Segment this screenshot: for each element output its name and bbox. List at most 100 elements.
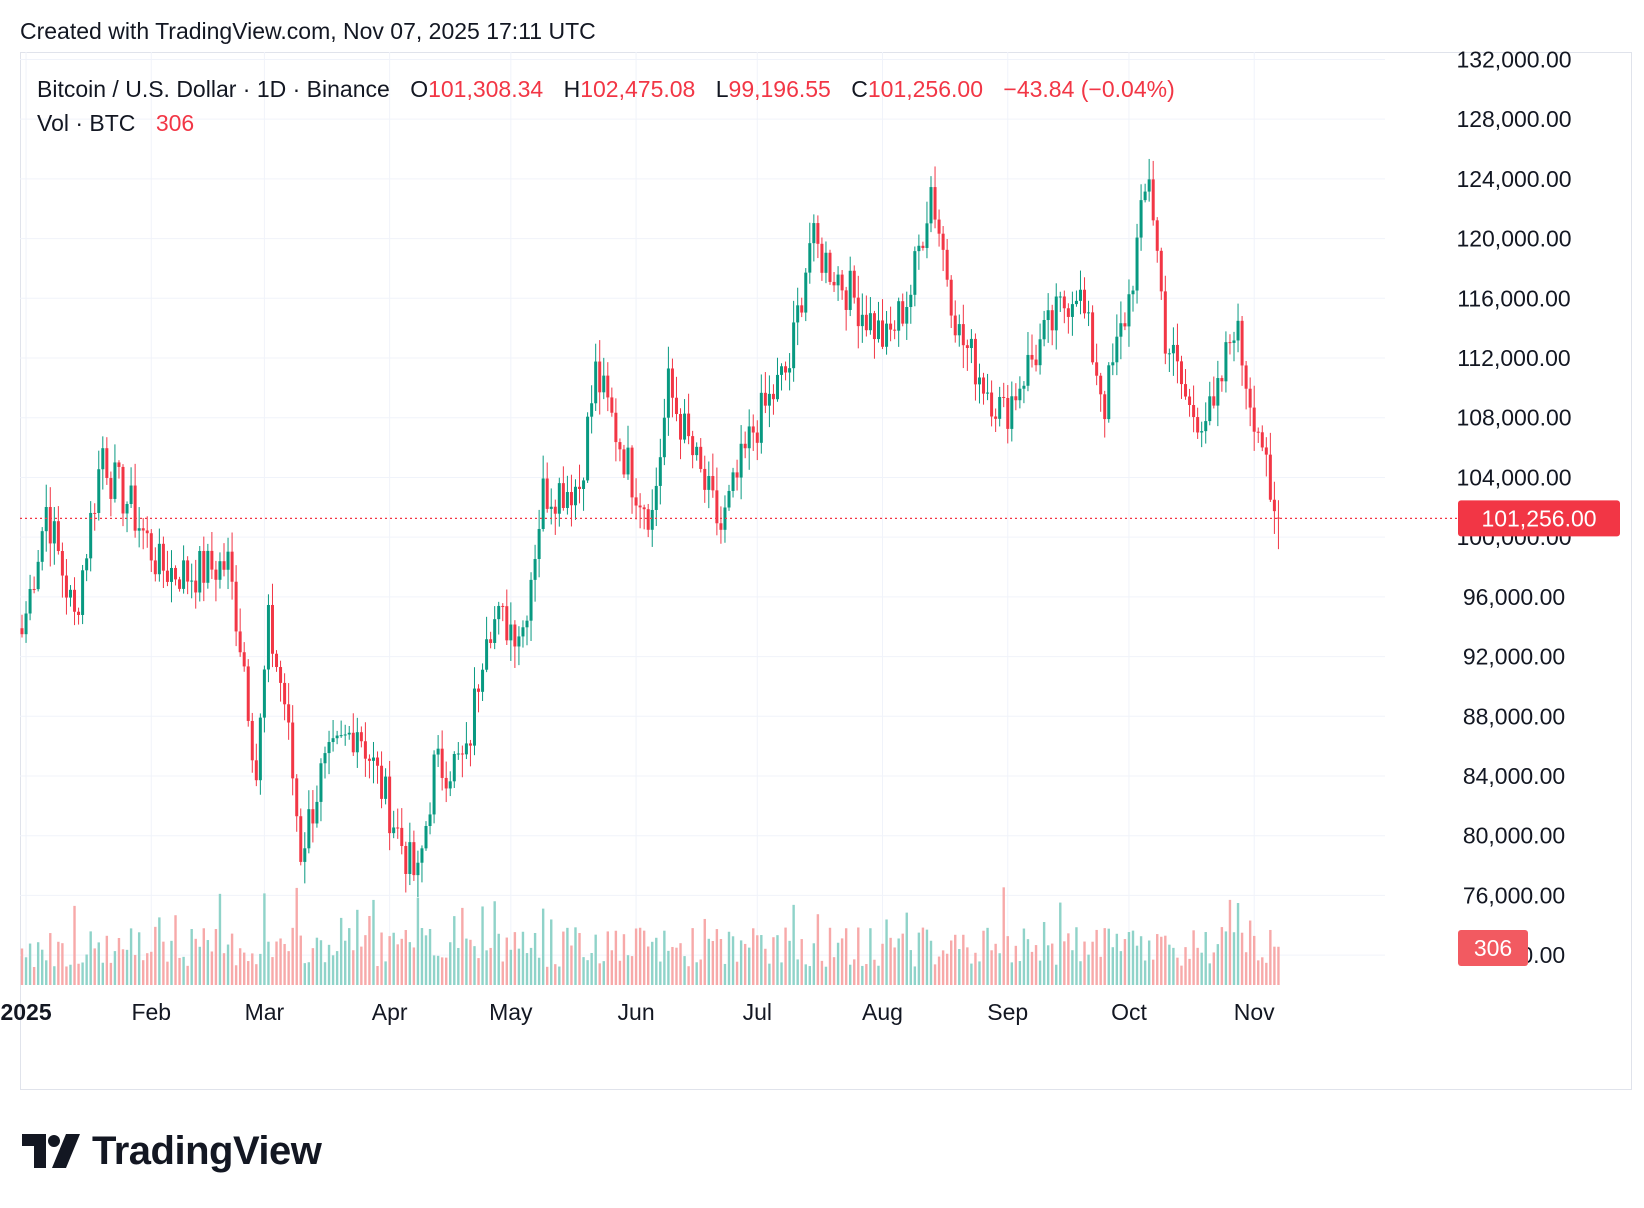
volume-bar [73,905,76,985]
candle-body [832,281,836,286]
candle-body [40,531,44,562]
volume-bar [473,946,476,985]
volume-bar [889,937,892,985]
chart-frame[interactable] [20,52,1632,1090]
symbol-title[interactable]: Bitcoin / U.S. Dollar · 1D · Binance [37,76,390,102]
candle-body [97,469,101,513]
volume-bar [485,950,488,985]
candle-body [876,320,880,340]
volume-bar [465,938,468,985]
volume-bar [594,934,597,985]
volume-bar [820,960,824,985]
candle-body [719,523,723,530]
volume-bar [1103,928,1106,985]
candle-body [174,567,178,580]
candle-body [513,624,517,647]
volume-bar [558,966,561,985]
candle-body [594,361,598,404]
close-value: 101,256.00 [867,76,983,102]
volume-bar [1083,941,1086,985]
candle-body [1159,250,1163,292]
candle-body [1078,289,1082,301]
volume-bar [1087,954,1090,985]
volume-bar [974,952,977,985]
volume-bar [24,957,28,985]
candle-body [509,624,513,641]
candle-body [396,827,400,829]
candle-body [404,845,408,874]
candle-body [448,781,452,789]
last-price-badge: 101,256.00 [1458,500,1620,537]
volume-bar [481,906,484,985]
volume-bar [1002,887,1005,985]
candle-body [889,323,893,330]
volume-bar [368,915,371,985]
candle-body [1143,191,1147,201]
ohlc-row: Bitcoin / U.S. Dollar · 1D · Binance O10… [37,72,1175,106]
volume-bar [255,964,258,985]
volume-bar [267,941,270,985]
volume-label[interactable]: Vol · BTC [37,110,136,136]
volume-bar [142,960,145,985]
x-tick-label: Feb [131,999,171,1025]
candle-body [1272,499,1276,512]
candle-body [28,588,32,614]
candle-body [149,533,153,561]
volume-bar [853,959,856,985]
volume-bar [1248,920,1252,985]
volume-bar [388,936,391,985]
candle-body [557,483,561,514]
volume-bar [990,950,993,985]
candle-body [339,735,343,737]
volume-bar [844,928,848,985]
candle-body [1127,294,1131,327]
open-value: 101,308.34 [428,76,544,102]
volume-bar [772,937,775,985]
volume-bar [1022,928,1026,985]
volume-bar [259,953,262,985]
candle-body [186,560,190,582]
volume-bar [69,964,72,985]
volume-bar [1160,936,1163,985]
volume-bar [529,947,533,985]
candle-body [1212,396,1216,406]
candle-body [662,417,666,458]
candle-body [1232,340,1236,343]
candle-body [1062,296,1066,309]
candle-body [804,272,808,313]
volume-bar [921,927,925,985]
candle-body [784,366,788,373]
candle-body [460,753,464,755]
volume-bar [784,927,787,985]
volume-bar [501,961,504,985]
volume-bar [929,940,933,985]
volume-bar [489,947,492,985]
candle-body [969,338,973,349]
candle-body [743,443,747,449]
volume-bar [1119,951,1123,985]
change-value: −43.84 (−0.04%) [1003,76,1175,102]
candle-body [376,757,380,766]
candle-body [622,449,626,475]
volume-bar [743,943,747,985]
volume-bar [238,948,242,985]
candle-body [363,741,367,759]
volume-bar [739,940,743,985]
volume-bar [1168,944,1171,985]
candle-body [1111,362,1115,366]
candle-body [335,735,339,739]
candle-body [767,393,771,406]
volume-bar [1135,945,1139,985]
volume-bar [966,947,969,985]
volume-bar [764,948,767,985]
candle-body [977,377,981,385]
candle-body [1054,296,1058,331]
volume-bar [1236,903,1240,985]
volume-bar [824,966,828,985]
tradingview-brand[interactable]: TradingView [22,1128,322,1174]
volume-bar [20,948,24,985]
volume-bar [756,935,759,985]
volume-bar [279,938,282,985]
volume-bar [65,966,68,985]
